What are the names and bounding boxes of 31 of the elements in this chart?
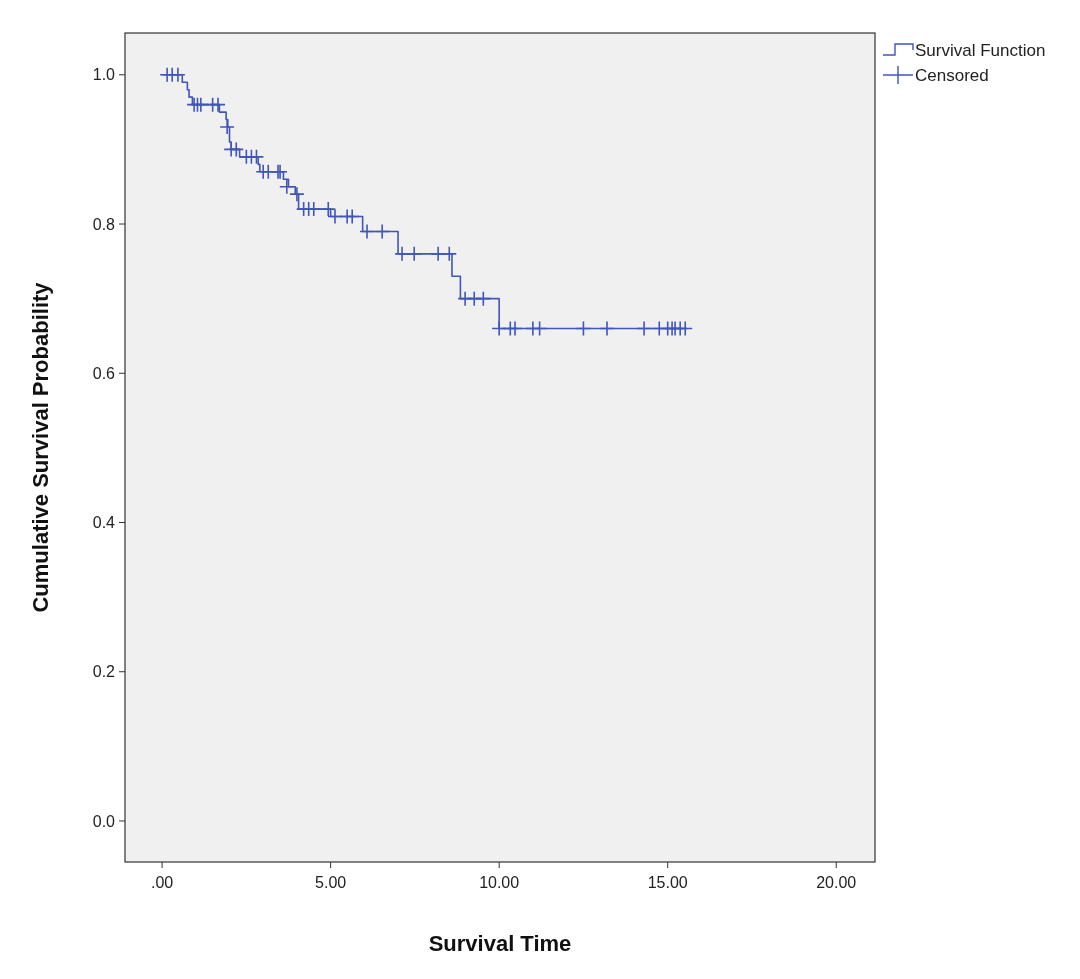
- point: [636, 320, 652, 337]
- point: [359, 223, 375, 240]
- point: [531, 320, 548, 337]
- point: [599, 320, 615, 337]
- point: [575, 320, 592, 337]
- x-tick-label: 5.00: [315, 874, 347, 891]
- point: [394, 246, 410, 262]
- x-tick-label: 20.00: [816, 874, 857, 891]
- point: [219, 119, 235, 135]
- point: [507, 320, 523, 337]
- point: [210, 96, 226, 113]
- legend-label: Survival Function: [915, 40, 1046, 60]
- y-tick-label: 0.8: [92, 215, 116, 233]
- x-tick-label: .00: [150, 874, 174, 891]
- y-axis-title: Cumulative Survival Probability: [28, 281, 53, 613]
- y-tick-label: 0.6: [92, 364, 116, 382]
- point: [406, 246, 423, 262]
- point: [441, 246, 458, 262]
- y-tick-label: 0.2: [92, 663, 116, 681]
- legend-label: Censored: [915, 65, 989, 85]
- point: [677, 320, 694, 337]
- point: [344, 208, 360, 225]
- y-tick-label: 0.4: [92, 514, 116, 532]
- point: [193, 96, 209, 113]
- x-tick-label: 15.00: [647, 874, 688, 891]
- x-tick-label: 10.00: [479, 874, 520, 891]
- point: [374, 223, 390, 240]
- y-tick-label: 1.0: [92, 66, 116, 84]
- x-axis-title: Survival Time: [428, 931, 572, 956]
- y-tick-label: 0.0: [92, 812, 116, 830]
- point: [475, 290, 492, 307]
